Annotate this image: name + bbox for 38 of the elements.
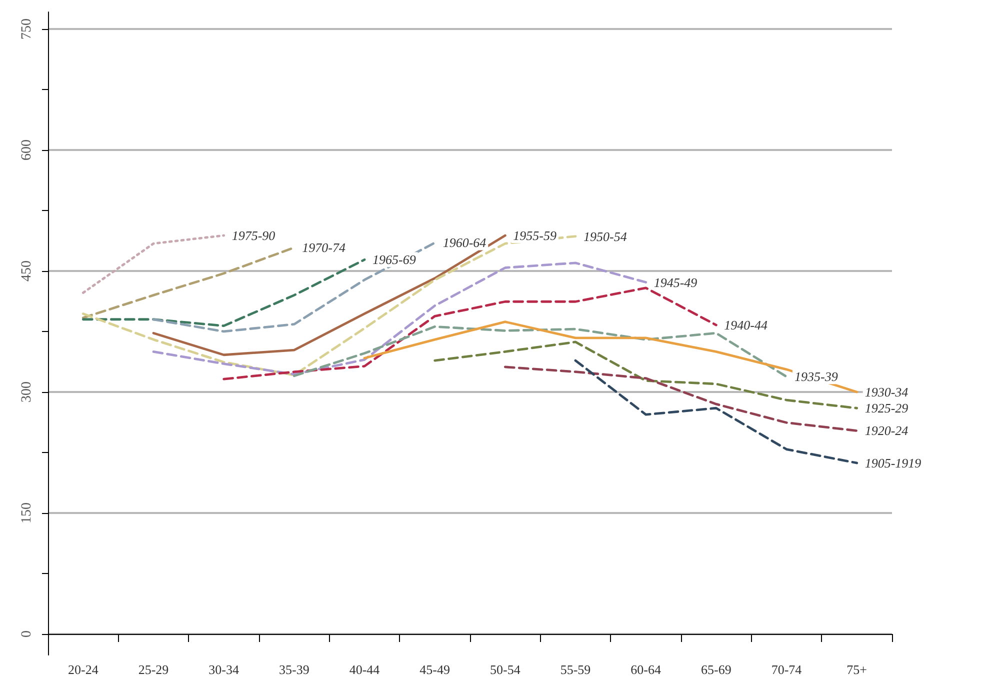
series-label: 1940-44 — [724, 318, 768, 333]
line-series — [82, 258, 366, 328]
y-tick-label: 750 — [20, 18, 34, 40]
line-series — [222, 286, 718, 380]
x-tick-label: 40-44 — [349, 662, 380, 677]
series-label: 1920-24 — [864, 423, 909, 438]
x-tick-label: 70-74 — [771, 662, 802, 677]
series-label: 1975-90 — [232, 228, 276, 243]
series-label: 1970-74 — [302, 240, 346, 256]
series-label: 1930-34 — [864, 384, 909, 400]
series-label: 1965-69 — [372, 252, 416, 268]
series-label: 1950-54 — [584, 228, 628, 244]
x-tick-label: 45-49 — [420, 662, 450, 677]
y-tick-label: 450 — [20, 260, 34, 282]
y-tick-label: 0 — [20, 630, 34, 638]
series-label: 1960-64 — [442, 235, 487, 250]
x-tick-label: 60-64 — [630, 662, 662, 677]
line-series — [152, 242, 436, 333]
series-label: 1945-49 — [654, 274, 698, 290]
x-tick-label: 65-69 — [700, 662, 732, 677]
series-label: 1905-1919 — [864, 455, 922, 470]
x-tick-label: 55-59 — [560, 662, 591, 677]
x-tick-label: 75+ — [846, 662, 868, 677]
x-tick-label: 25-29 — [138, 662, 169, 677]
y-tick-label: 150 — [20, 502, 34, 524]
x-tick-label: 30-34 — [208, 662, 240, 677]
line-series — [434, 340, 858, 410]
series-label: 1935-39 — [794, 369, 838, 384]
series-label: 1925-29 — [864, 400, 909, 416]
x-tick-label: 20-24 — [68, 662, 99, 677]
line-series — [504, 366, 858, 432]
series-label: 1955-59 — [513, 228, 557, 243]
y-tick-label: 300 — [20, 381, 34, 402]
line-series — [363, 320, 858, 394]
x-tick-label: 50-54 — [490, 662, 521, 677]
y-tick-label: 600 — [20, 139, 34, 160]
line-series — [574, 359, 858, 464]
x-tick-label: 35-39 — [278, 662, 310, 677]
